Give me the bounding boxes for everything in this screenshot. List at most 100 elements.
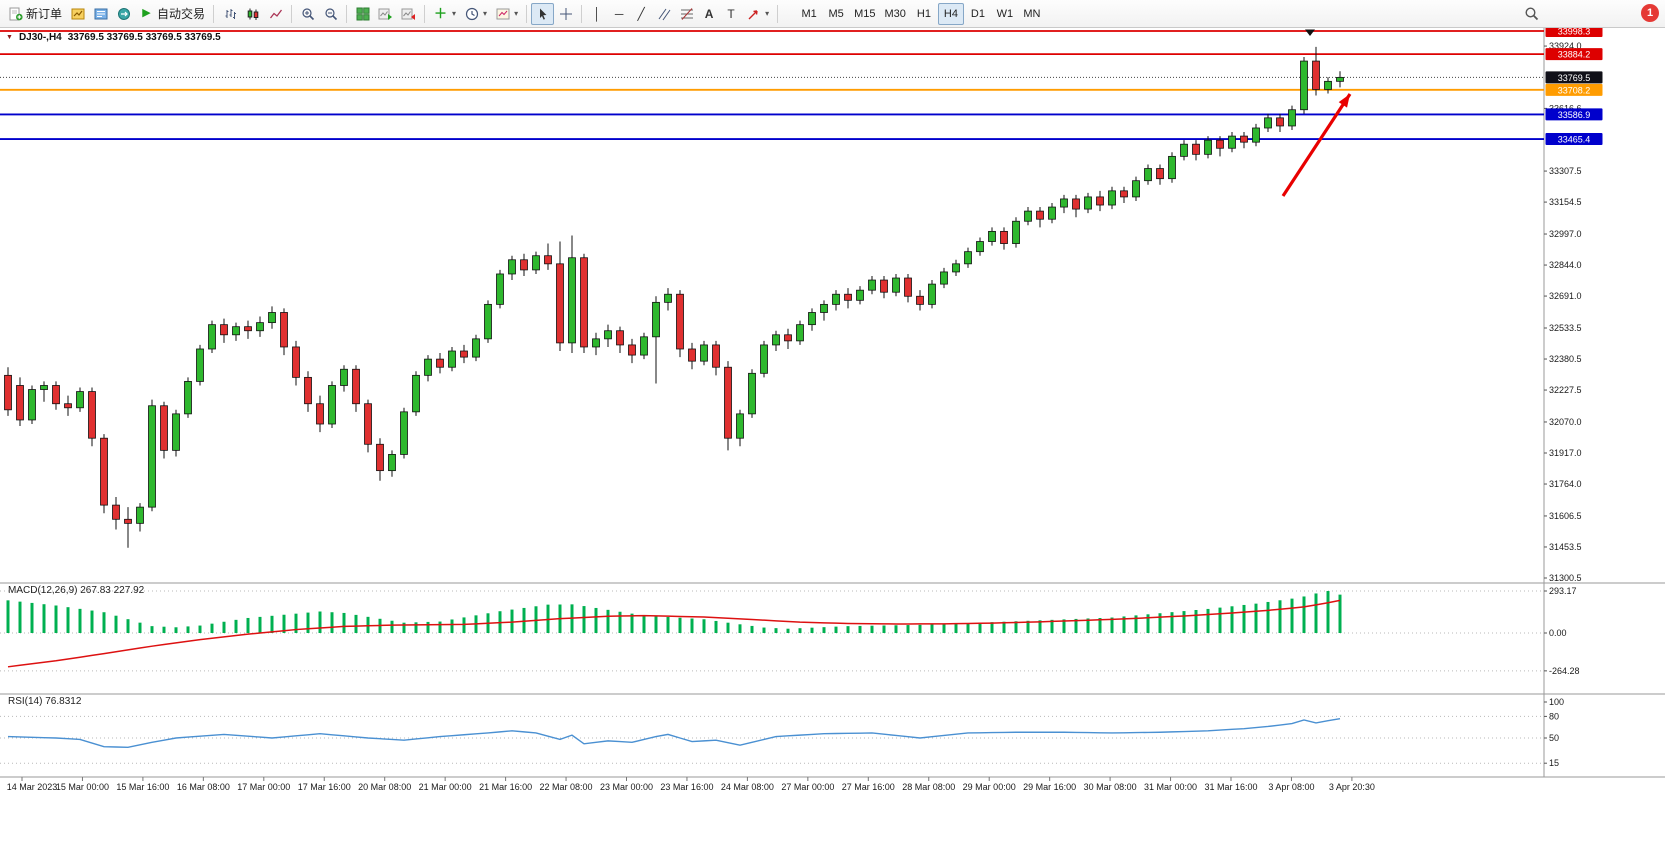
candle — [904, 277, 912, 297]
candle — [328, 385, 336, 425]
clock-icon — [464, 6, 479, 21]
indicators-button[interactable]: ＋ ▾ — [429, 3, 460, 25]
vertical-line-button[interactable]: │ — [586, 3, 608, 25]
time-axis-label: 30 Mar 08:00 — [1084, 782, 1137, 792]
timeframe-button-h4[interactable]: H4 — [937, 2, 964, 25]
price-grid-label: 31764.0 — [1549, 479, 1582, 489]
text-label-button[interactable]: T — [720, 3, 742, 25]
price-grid-label: 31300.5 — [1549, 573, 1582, 583]
macd-pane[interactable] — [0, 583, 1544, 694]
timeframe-button-mn[interactable]: MN — [1019, 3, 1045, 25]
candle — [1084, 196, 1092, 210]
main-price-pane[interactable] — [0, 28, 1544, 583]
timeframe-button-h1[interactable]: H1 — [911, 3, 937, 25]
price-line-objects[interactable] — [0, 30, 1544, 140]
autotrading-button[interactable]: ▶ 自动交易 — [135, 3, 209, 25]
chart-shift-marker[interactable] — [1305, 29, 1315, 37]
search-button[interactable] — [1520, 3, 1543, 25]
candle — [700, 344, 708, 362]
channel-button[interactable] — [652, 3, 675, 25]
candle — [76, 391, 84, 409]
toolbar-separator — [777, 4, 779, 23]
new-order-button[interactable]: 新订单 — [4, 3, 66, 25]
zoom-in-button[interactable] — [296, 3, 319, 25]
candle — [676, 293, 684, 350]
navigator-button[interactable] — [112, 3, 135, 25]
crosshair-button[interactable] — [554, 3, 577, 25]
candle — [952, 263, 960, 273]
time-axis-label: 29 Mar 00:00 — [963, 782, 1016, 792]
bar-chart-button[interactable] — [218, 3, 241, 25]
candle — [1120, 190, 1128, 198]
candle — [1192, 143, 1200, 155]
candle — [472, 338, 480, 358]
candle — [280, 312, 288, 348]
candle — [1276, 117, 1284, 127]
trend-arrow-annotation[interactable] — [1281, 93, 1352, 197]
cursor-button[interactable] — [531, 2, 555, 25]
svg-text:33465.4: 33465.4 — [1558, 135, 1591, 145]
candle — [172, 413, 180, 451]
text-button[interactable]: A — [698, 3, 720, 25]
cursor-icon — [535, 6, 550, 21]
dropdown-caret-icon: ▾ — [765, 9, 770, 18]
templates-button[interactable]: ▾ — [491, 3, 522, 25]
candle — [1336, 76, 1344, 82]
candle — [400, 411, 408, 455]
pane-dividers[interactable] — [0, 28, 1665, 778]
price-grid-label: 32380.5 — [1549, 354, 1582, 364]
svg-text:33708.2: 33708.2 — [1558, 85, 1591, 95]
tile-windows-button[interactable] — [351, 3, 374, 25]
chart-window: 33924.0 33616.6 33307.5 33154.5 32997.0 32844… — [0, 28, 1665, 847]
timeframe-group: M1 M5 M15 M30 H1 H4 D1 W1 MN — [796, 2, 1045, 25]
line-chart-button[interactable] — [264, 3, 287, 25]
auto-scroll-button[interactable] — [374, 3, 397, 25]
time-axis-label: 29 Mar 16:00 — [1023, 782, 1076, 792]
time-axis-label: 21 Mar 16:00 — [479, 782, 532, 792]
timeframe-button-w1[interactable]: W1 — [992, 3, 1018, 25]
zoom-out-button[interactable] — [319, 3, 342, 25]
timeframe-button-m5[interactable]: M5 — [823, 3, 849, 25]
svg-text:33769.5: 33769.5 — [1558, 73, 1591, 83]
candle — [1108, 190, 1116, 206]
price-grid-label: 32691.0 — [1549, 291, 1582, 301]
candle — [568, 257, 576, 344]
notification-badge[interactable]: 1 — [1641, 4, 1659, 22]
candle — [1324, 80, 1332, 90]
candle — [976, 241, 984, 253]
timeframe-button-m15[interactable]: M15 — [850, 3, 879, 25]
price-tag — [1545, 108, 1603, 121]
horizontal-line-button[interactable]: ─ — [608, 3, 630, 25]
trendline-icon: ╱ — [637, 6, 645, 21]
trendline-button[interactable]: ╱ — [630, 3, 652, 25]
macd-scale-label: -264.28 — [1549, 666, 1580, 676]
candle — [688, 348, 696, 362]
macd-level-lines: 293.17 0.00 -264.28 — [0, 586, 1580, 676]
toolbar-separator — [526, 4, 528, 23]
periods-button[interactable]: ▾ — [460, 3, 491, 25]
candle — [1048, 206, 1056, 220]
candle — [28, 389, 36, 421]
candle — [1180, 143, 1188, 157]
candle — [772, 334, 780, 346]
dropdown-caret-icon: ▾ — [514, 9, 519, 18]
time-axis-label: 23 Mar 00:00 — [600, 782, 653, 792]
shapes-button[interactable]: ▾ — [742, 3, 773, 25]
chart-shift-button[interactable] — [397, 3, 420, 25]
fibonacci-button[interactable] — [675, 3, 698, 25]
candlestick-chart-button[interactable] — [241, 3, 264, 25]
toolbar-separator — [581, 4, 583, 23]
timeframe-button-m1[interactable]: M1 — [796, 3, 822, 25]
candle — [484, 303, 492, 340]
candle — [628, 344, 636, 356]
price-grid-label: 32070.0 — [1549, 417, 1582, 427]
chart-canvas[interactable]: 33924.0 33616.6 33307.5 33154.5 32997.0 32844… — [0, 28, 1665, 847]
data-window-button[interactable] — [89, 3, 112, 25]
time-axis-label: 17 Mar 16:00 — [298, 782, 351, 792]
candle — [520, 259, 528, 271]
timeframe-button-d1[interactable]: D1 — [965, 3, 991, 25]
macd-scale-label: 0.00 — [1549, 628, 1567, 638]
toolbar-separator — [346, 4, 348, 23]
market-watch-button[interactable] — [66, 3, 89, 25]
timeframe-button-m30[interactable]: M30 — [881, 3, 910, 25]
